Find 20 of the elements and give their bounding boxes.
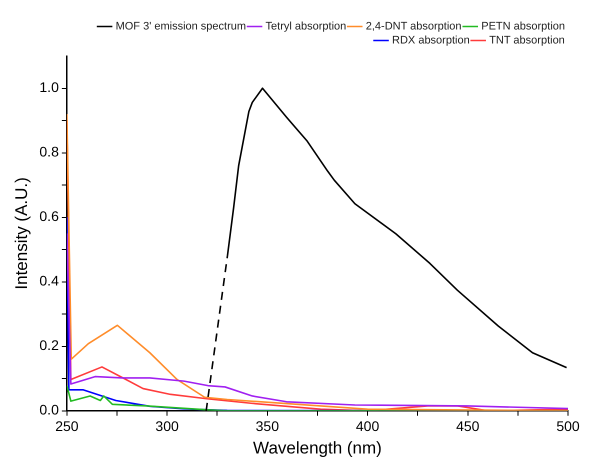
x-axis-title: Wavelength (nm) — [253, 438, 382, 458]
x-tick-label: 350 — [256, 418, 280, 434]
legend-label: PETN absorption — [481, 20, 566, 33]
y-tick-label: 1.0 — [39, 79, 60, 96]
y-tick-label: 0.6 — [39, 208, 60, 224]
legend-label: 2,4-DNT absorption — [366, 20, 462, 33]
y-tick-label: 0.2 — [39, 337, 60, 354]
legend-label: TNT absorption — [489, 34, 565, 47]
x-tick-label: 400 — [356, 418, 380, 434]
x-tick-label: 250 — [55, 418, 79, 434]
legend-label: RDX absorption — [392, 34, 470, 47]
legend-label: Tetryl absorption — [266, 20, 346, 33]
y-tick-label: 0.0 — [39, 402, 60, 418]
x-tick-label: 450 — [456, 418, 480, 434]
x-tick-label: 500 — [556, 418, 580, 434]
legend-label: MOF 3' emission spectrum — [116, 20, 246, 33]
y-axis-title: Intensity (A.U.) — [12, 177, 31, 290]
x-tick-label: 300 — [155, 418, 179, 434]
y-tick-label: 0.8 — [39, 144, 60, 160]
y-tick-label: 0.4 — [39, 272, 60, 289]
